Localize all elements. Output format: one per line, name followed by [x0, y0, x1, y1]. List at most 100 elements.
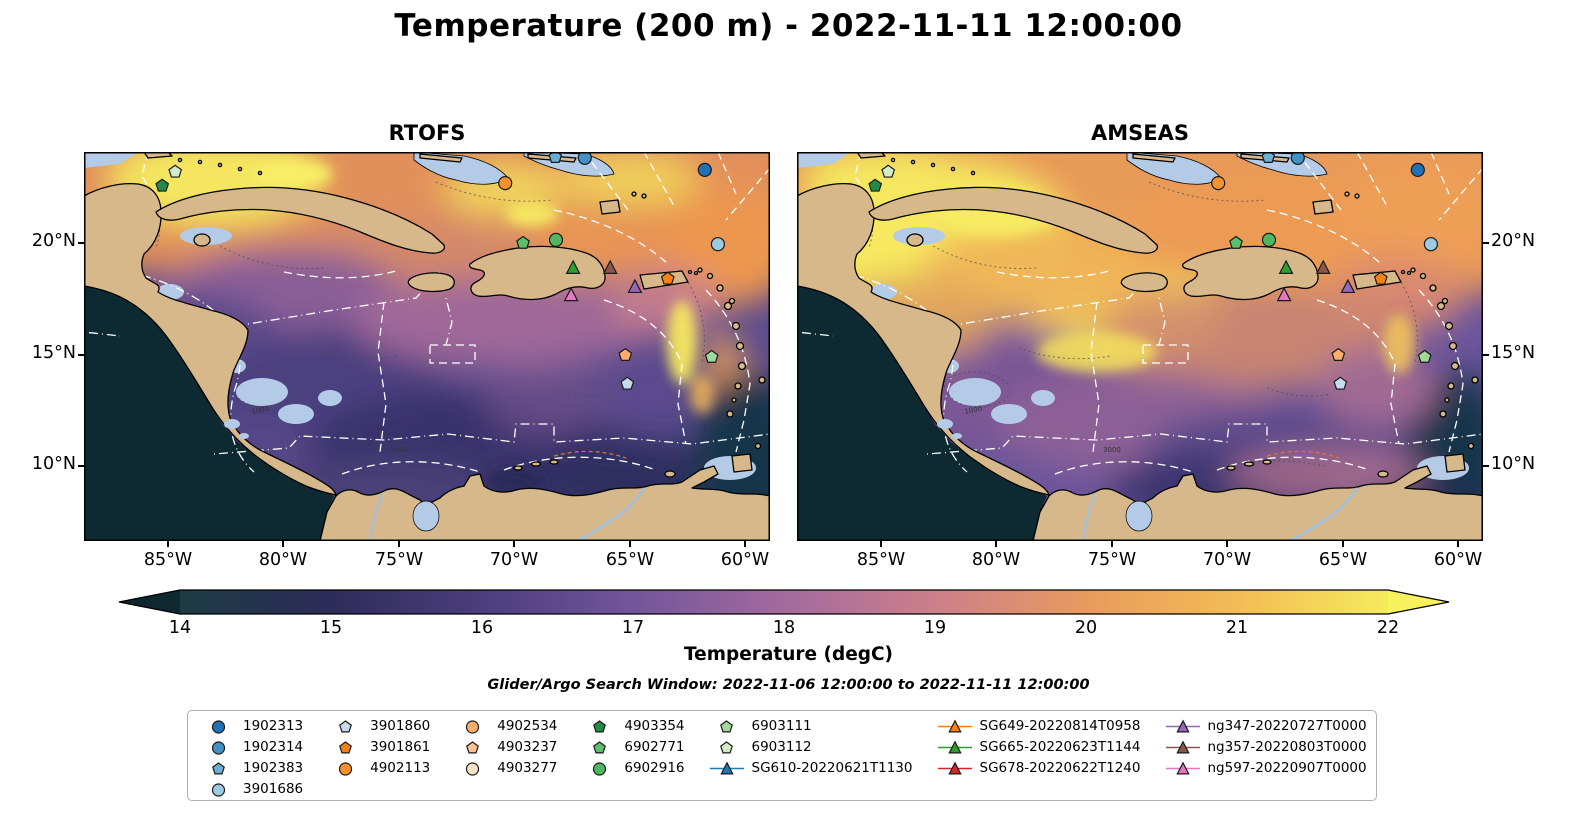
map-marker-1902313 — [697, 162, 712, 177]
x-tick-mark — [513, 541, 515, 547]
float-marker-icon — [709, 719, 745, 734]
map-marker-3901686 — [1423, 237, 1439, 252]
map-marker-6902771 — [1229, 235, 1243, 249]
x-tick-mark — [282, 541, 284, 547]
legend-item-label: 4903237 — [497, 739, 558, 755]
x-tick-label: 65°W — [605, 550, 655, 570]
legend-item: 6903112 — [709, 737, 913, 757]
y-tick-label-right: 10°N — [1491, 454, 1536, 474]
legend-item: 1902383 — [200, 758, 303, 778]
x-tick-label: 85°W — [856, 550, 906, 570]
legend-item: 6902916 — [581, 758, 685, 778]
float-marker-icon — [327, 761, 363, 776]
legend-item-label: 1902314 — [243, 739, 304, 755]
x-tick-label: 80°W — [258, 550, 308, 570]
map-marker-1902313 — [1410, 162, 1425, 177]
colorbar-tick-label: 14 — [168, 618, 192, 638]
glider-marker-icon — [709, 761, 745, 775]
map-marker-ng597-20220907T0000 — [1276, 286, 1292, 302]
float-marker-icon — [454, 761, 490, 776]
legend-item-label: ng357-20220803T0000 — [1207, 739, 1367, 755]
legend-item: 3901686 — [200, 779, 303, 799]
legend-column: 4903354 6902771 6902916 — [581, 716, 685, 778]
float-marker-icon — [200, 782, 236, 797]
legend-item-label: 3901686 — [243, 781, 304, 797]
map-marker-3901686 — [710, 237, 726, 252]
x-tick-label: 70°W — [1202, 550, 1252, 570]
colorbar-outline — [118, 589, 1450, 615]
legend-item: 1902314 — [200, 737, 303, 757]
map-marker-6902916 — [1261, 232, 1277, 248]
map-marker-4903237 — [1331, 347, 1346, 361]
legend-item-label: 6903111 — [751, 718, 812, 734]
legend-item: ng347-20220727T0000 — [1165, 716, 1367, 736]
legend-item-label: 6902916 — [624, 760, 685, 776]
map-marker-6903111 — [704, 349, 719, 363]
x-tick-label: 65°W — [1318, 550, 1368, 570]
legend-item-label: 3901861 — [370, 739, 431, 755]
map-marker-1902314 — [1290, 152, 1305, 165]
legend-item: ng357-20220803T0000 — [1165, 737, 1367, 757]
x-tick-label: 60°W — [720, 550, 770, 570]
legend-item: 4903354 — [581, 716, 685, 736]
colorbar-tick-label: 15 — [319, 618, 343, 638]
float-marker-icon — [581, 761, 617, 776]
legend-item: 4903277 — [454, 758, 557, 778]
x-tick-mark — [398, 541, 400, 547]
y-tick-label-right: 20°N — [1491, 231, 1536, 251]
y-tick-mark — [1483, 465, 1489, 467]
map-marker-ng347-20220727T0000 — [627, 278, 643, 294]
map-marker-1902383 — [548, 152, 563, 163]
search-window-note: Glider/Argo Search Window: 2022-11-06 12… — [487, 677, 1090, 693]
glider-marker-icon — [937, 740, 973, 754]
glider-marker-icon — [937, 761, 973, 775]
map-marker-SG665-20220623T1144 — [565, 259, 581, 274]
y-tick-label-left: 15°N — [31, 343, 76, 363]
map-marker-3901861 — [660, 271, 675, 285]
y-tick-mark — [1483, 242, 1489, 244]
legend-item-label: SG678-20220622T1240 — [979, 760, 1141, 776]
map-marker-ng597-20220907T0000 — [563, 286, 579, 302]
colorbar-tick-label: 16 — [470, 618, 494, 638]
x-tick-mark — [167, 541, 169, 547]
y-tick-label-left: 10°N — [31, 454, 76, 474]
float-marker-icon — [581, 719, 617, 734]
map-marker-6902916 — [548, 232, 564, 248]
float-marker-icon — [581, 740, 617, 755]
float-marker-icon — [200, 740, 236, 755]
y-tick-mark — [78, 354, 84, 356]
legend-item-label: 4902113 — [370, 760, 431, 776]
map-marker-3901860 — [620, 376, 635, 390]
legend-item: 4902534 — [454, 716, 557, 736]
float-marker-icon — [454, 719, 490, 734]
map-marker-6903112 — [881, 164, 896, 178]
legend-item: ng597-20220907T0000 — [1165, 758, 1367, 778]
legend-item: SG665-20220623T1144 — [937, 737, 1141, 757]
x-tick-mark — [1111, 541, 1113, 547]
x-tick-label: 75°W — [1087, 550, 1137, 570]
x-tick-mark — [1226, 541, 1228, 547]
map-marker-4903237 — [618, 347, 633, 361]
y-tick-mark — [1483, 354, 1489, 356]
map-marker-ng357-20220803T0000 — [602, 259, 618, 274]
colorbar-label: Temperature (degC) — [683, 644, 894, 665]
legend-column: 6903111 6903112 SG610-20220621T1130 — [709, 716, 913, 778]
map-marker-ng347-20220727T0000 — [1340, 278, 1356, 294]
map-marker-3901860 — [1333, 376, 1348, 390]
float-marker-icon — [709, 740, 745, 755]
map-marker-4903354 — [155, 178, 170, 192]
colorbar-over-arrow — [1388, 590, 1449, 614]
glider-marker-icon — [1165, 761, 1201, 775]
legend-column: SG649-20220814T0958 SG665-20220623T1144 SG… — [937, 716, 1141, 778]
colorbar-tick-label: 19 — [923, 618, 947, 638]
colorbar-tick-label: 18 — [772, 618, 796, 638]
glider-marker-icon — [1165, 719, 1201, 733]
glider-marker-icon — [937, 719, 973, 733]
float-marker-icon — [327, 719, 363, 734]
legend-item: 3901861 — [327, 737, 430, 757]
rtofs-map-markers — [155, 152, 726, 390]
legend-item: 3901860 — [327, 716, 430, 736]
legend-item-label: 6903112 — [751, 739, 812, 755]
float-marker-icon — [200, 761, 236, 776]
